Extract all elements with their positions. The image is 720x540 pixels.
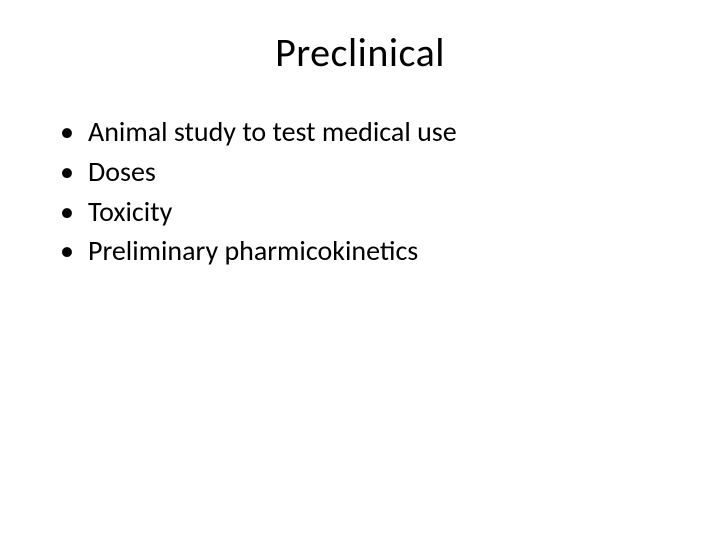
bullet-text: Toxicity [88,194,172,229]
bullet-list: Animal study to test medical use Doses T… [48,113,672,270]
list-item: Preliminary pharmicokinetics [56,232,672,270]
bullet-text: Preliminary pharmicokinetics [88,233,418,268]
bullet-text: Doses [88,154,156,189]
list-item: Toxicity [56,193,672,231]
list-item: Doses [56,153,672,191]
list-item: Animal study to test medical use [56,113,672,151]
bullet-text: Animal study to test medical use [88,114,457,149]
slide: Preclinical Animal study to test medical… [0,0,720,540]
slide-title: Preclinical [48,28,672,77]
